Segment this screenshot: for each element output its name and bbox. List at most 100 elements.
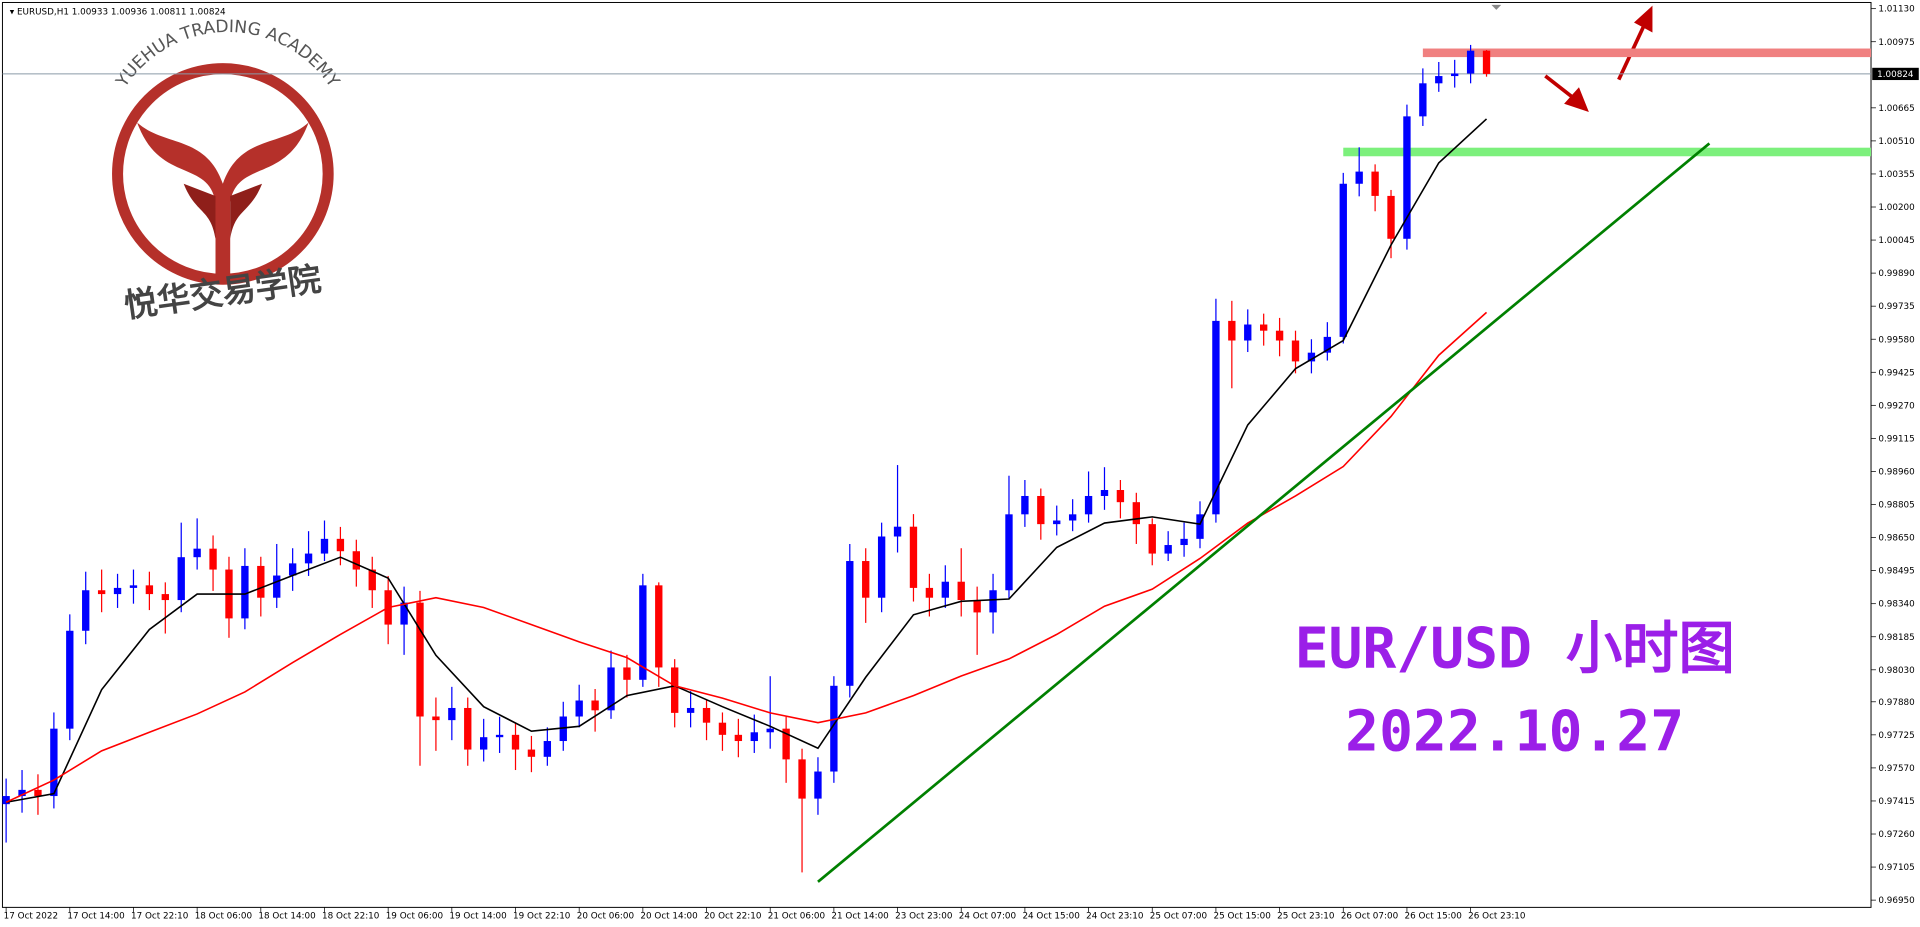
candle-body xyxy=(1466,50,1475,74)
candle-body xyxy=(527,749,536,757)
candle-body xyxy=(50,728,58,797)
candle-body xyxy=(1100,490,1109,496)
candle-body xyxy=(1196,514,1204,539)
candle-body xyxy=(113,587,122,595)
y-tick-label: 0.98340 xyxy=(1878,600,1915,610)
y-tick-label: 1.00665 xyxy=(1878,104,1914,114)
candle-body xyxy=(814,771,822,799)
x-tick-label: 19 Oct 14:00 xyxy=(449,911,507,921)
x-tick-label: 18 Oct 22:10 xyxy=(322,911,380,921)
y-tick-label: 0.99890 xyxy=(1878,269,1915,279)
candle-body xyxy=(304,553,313,564)
x-tick-label: 26 Oct 23:10 xyxy=(1468,911,1526,921)
chart-title: EUR/USD 小时图 xyxy=(1295,616,1735,681)
candle-body xyxy=(1180,538,1188,546)
candle-body xyxy=(495,734,504,738)
x-tick-label: 18 Oct 14:00 xyxy=(258,911,316,921)
last-low: 1.00811 xyxy=(150,8,186,18)
y-tick-label: 0.97260 xyxy=(1878,830,1915,840)
candle-body xyxy=(416,602,424,717)
candle-body xyxy=(1228,320,1236,341)
y-tick-label: 0.97105 xyxy=(1878,863,1914,873)
candle-body xyxy=(464,707,472,750)
candle-body xyxy=(273,575,281,598)
x-tick-label: 21 Oct 06:00 xyxy=(768,911,826,921)
plot xyxy=(2,44,1872,883)
chart-header: ▾ EURUSD,H1 1.00933 1.00936 1.00811 1.00… xyxy=(10,8,226,18)
candle-body xyxy=(1068,514,1077,521)
y-tick-label: 1.00045 xyxy=(1878,236,1914,246)
last-open: 1.00933 xyxy=(72,8,108,18)
last-close: 1.00824 xyxy=(189,8,226,18)
y-tick-label: 0.98960 xyxy=(1878,468,1915,478)
candle-body xyxy=(66,630,74,729)
logo-ring xyxy=(112,63,334,285)
x-tick-label: 19 Oct 22:10 xyxy=(513,911,571,921)
candle-body xyxy=(623,667,631,680)
candle-body xyxy=(1084,495,1093,515)
candle-body xyxy=(1275,330,1284,341)
x-tick-label: 24 Oct 23:10 xyxy=(1086,911,1144,921)
x-tick-label: 17 Oct 2022 xyxy=(4,911,58,921)
symbol: EURUSD,H1 xyxy=(17,8,69,18)
candle-body xyxy=(607,667,615,711)
candle-body xyxy=(671,667,679,713)
candle-body xyxy=(989,590,997,613)
x-tick-label: 25 Oct 07:00 xyxy=(1150,911,1208,921)
y-tick-label: 0.97880 xyxy=(1878,698,1915,708)
candle-body xyxy=(941,581,949,598)
x-tick-label: 19 Oct 06:00 xyxy=(386,911,444,921)
candle-body xyxy=(368,569,376,591)
arrow-head xyxy=(1633,5,1653,33)
candle-body xyxy=(1339,183,1347,337)
candle-body xyxy=(336,538,345,552)
candle-body xyxy=(655,585,663,668)
candle-body xyxy=(1371,171,1379,196)
candle-body xyxy=(1244,324,1252,341)
candle-body xyxy=(1005,514,1013,591)
x-tick-label: 26 Oct 07:00 xyxy=(1341,911,1399,921)
y-tick-label: 1.01130 xyxy=(1878,5,1915,15)
candle-body xyxy=(1403,116,1411,239)
y-tick-label: 1.00200 xyxy=(1878,203,1915,213)
y-tick-label: 0.98650 xyxy=(1878,534,1915,544)
x-tick-label: 17 Oct 14:00 xyxy=(67,911,125,921)
candle-body xyxy=(559,716,567,742)
x-tick-label: 21 Oct 14:00 xyxy=(831,911,889,921)
candle-body xyxy=(1355,171,1363,184)
candle-body xyxy=(448,707,456,721)
candle-body xyxy=(82,590,90,631)
candle-body xyxy=(193,548,201,558)
candle-body xyxy=(320,538,329,554)
candle-body xyxy=(750,732,758,742)
logo-leaf xyxy=(183,183,263,239)
y-tick-label: 0.96950 xyxy=(1878,896,1915,906)
moving-average xyxy=(5,118,1488,804)
candle-body xyxy=(209,548,217,570)
price-label: 1.00824 xyxy=(1877,70,1914,80)
candle-body xyxy=(782,728,790,760)
y-tick-label: 0.99580 xyxy=(1878,335,1915,345)
candle-body xyxy=(1482,50,1491,74)
arrow-head xyxy=(1564,87,1589,113)
candle-body xyxy=(718,722,727,735)
candle-body xyxy=(1307,352,1316,362)
candle-body xyxy=(1451,73,1459,77)
x-tick-label: 25 Oct 23:10 xyxy=(1277,911,1335,921)
x-tick-label: 24 Oct 07:00 xyxy=(959,911,1017,921)
candle-body xyxy=(766,728,774,733)
candle-body xyxy=(973,600,981,613)
y-tick-label: 1.00355 xyxy=(1878,170,1914,180)
y-tick-label: 0.99425 xyxy=(1878,368,1914,378)
arrow-down xyxy=(1544,74,1575,100)
y-tick-label: 0.99270 xyxy=(1878,401,1915,411)
candle-body xyxy=(1037,495,1045,525)
y-tick-label: 0.98805 xyxy=(1878,501,1914,511)
moving-average xyxy=(5,311,1488,803)
last-high: 1.00936 xyxy=(111,8,148,18)
candle-body xyxy=(129,585,138,588)
candle-body xyxy=(97,590,106,595)
candle-body xyxy=(686,707,695,713)
candle-body xyxy=(1323,336,1332,353)
